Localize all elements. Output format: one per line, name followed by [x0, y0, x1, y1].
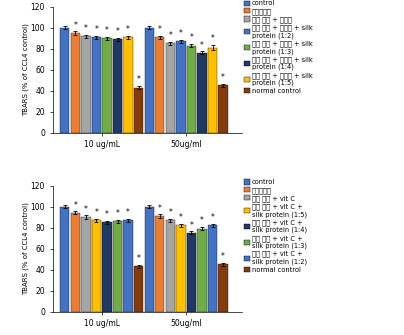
Text: *: * — [84, 205, 88, 214]
Text: *: * — [74, 21, 77, 30]
Bar — [197, 228, 206, 312]
Bar — [60, 207, 69, 312]
Bar — [124, 220, 133, 312]
Bar — [166, 44, 175, 133]
Bar — [92, 220, 101, 312]
Text: *: * — [126, 208, 130, 217]
Bar — [60, 28, 69, 133]
Bar — [113, 221, 122, 312]
Text: *: * — [137, 254, 141, 263]
Text: *: * — [189, 34, 194, 43]
Legend: control, 실크단백질, 대성 열수 + 구연산, 대성 열수 + 구연산 + silk
protein (1:2), 대성 열수 + 구연산 + sil: control, 실크단백질, 대성 열수 + 구연산, 대성 열수 + 구연산… — [244, 0, 312, 94]
Bar — [197, 53, 206, 133]
Y-axis label: TBARS (% of CCL4 control): TBARS (% of CCL4 control) — [23, 202, 29, 295]
Text: *: * — [158, 25, 162, 34]
Bar — [81, 36, 90, 133]
Text: *: * — [221, 73, 225, 82]
Bar — [219, 85, 228, 133]
Text: *: * — [105, 26, 109, 35]
Bar — [124, 37, 133, 133]
Y-axis label: TBARS (% of CCL4 control): TBARS (% of CCL4 control) — [23, 23, 29, 116]
Text: *: * — [168, 208, 172, 217]
Bar — [134, 87, 143, 133]
Bar — [102, 222, 112, 312]
Text: *: * — [210, 213, 215, 222]
Bar — [155, 216, 164, 312]
Text: *: * — [200, 216, 204, 225]
Text: *: * — [116, 27, 120, 36]
Bar — [134, 266, 143, 312]
Text: *: * — [84, 24, 88, 33]
Bar — [92, 37, 101, 133]
Bar — [219, 264, 228, 312]
Bar — [166, 220, 175, 312]
Text: *: * — [126, 25, 130, 34]
Text: *: * — [95, 208, 99, 217]
Text: *: * — [116, 209, 120, 218]
Text: *: * — [210, 35, 215, 44]
Text: *: * — [189, 221, 194, 230]
Text: *: * — [179, 29, 183, 38]
Text: *: * — [168, 31, 172, 40]
Text: *: * — [221, 252, 225, 261]
Bar — [113, 39, 122, 133]
Text: *: * — [158, 204, 162, 213]
Bar — [187, 233, 196, 312]
Bar — [102, 38, 112, 133]
Bar — [187, 46, 196, 133]
Bar — [71, 213, 80, 312]
Bar — [71, 33, 80, 133]
Bar — [176, 225, 185, 312]
Bar — [145, 207, 154, 312]
Bar — [155, 37, 164, 133]
Bar — [145, 28, 154, 133]
Bar — [81, 217, 90, 312]
Bar — [176, 41, 185, 133]
Bar — [208, 48, 217, 133]
Text: *: * — [179, 213, 183, 222]
Text: *: * — [137, 75, 141, 84]
Legend: control, 실크단백질, 대성 열수 + vit C, 대성 열수 + vit C +
silk protein (1:5), 대성 열수 + vit C: control, 실크단백질, 대성 열수 + vit C, 대성 열수 + v… — [244, 179, 307, 273]
Text: *: * — [95, 25, 99, 34]
Bar — [208, 225, 217, 312]
Text: *: * — [74, 201, 77, 210]
Text: *: * — [200, 41, 204, 50]
Text: *: * — [105, 210, 109, 219]
